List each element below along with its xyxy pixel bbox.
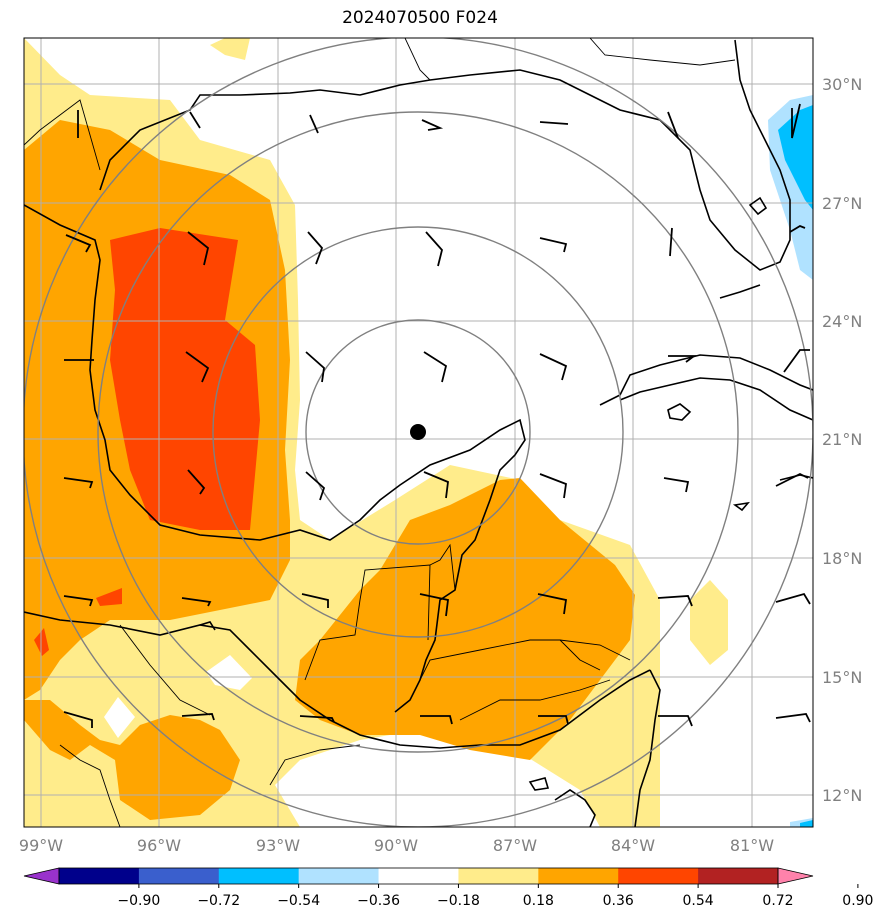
lat-axis: 30°N 27°N 24°N 21°N 18°N 15°N 12°N <box>822 75 862 805</box>
colorbar-swatch <box>298 868 380 884</box>
wind-barb <box>299 715 335 723</box>
wind-barb <box>419 593 449 617</box>
colorbar-tick-label: 0.36 <box>603 893 634 909</box>
wind-barb <box>309 114 319 134</box>
wind-barb <box>789 224 806 233</box>
wind-barb <box>425 231 443 267</box>
lat-tick-label: 15°N <box>822 668 862 687</box>
wind-barb <box>65 234 92 253</box>
country-borders <box>24 38 736 827</box>
colorbar-extend-high <box>777 867 814 885</box>
wind-barb <box>791 103 801 139</box>
wind-barb <box>301 593 329 608</box>
wind-barb <box>305 351 325 383</box>
colorbar-swatch <box>698 868 779 884</box>
wind-barb <box>421 119 444 131</box>
map-frame <box>23 37 814 828</box>
wind-barb <box>783 349 810 373</box>
lat-tick-label: 27°N <box>822 194 862 213</box>
range-ring <box>212 226 624 638</box>
map-title: 2024070500 F024 <box>342 8 498 28</box>
colorbar-swatch <box>458 868 539 884</box>
wind-barb <box>775 472 809 487</box>
wind-barb <box>187 231 210 266</box>
wind-barb <box>305 471 326 501</box>
range-rings <box>24 38 813 827</box>
wind-barbs <box>63 103 811 728</box>
lon-tick-label: 84°W <box>611 836 655 855</box>
wind-barb <box>420 715 453 725</box>
contour-mid-east <box>295 478 635 760</box>
lon-tick-label: 99°W <box>19 836 63 855</box>
contour-neg <box>778 105 813 210</box>
wind-barb <box>63 711 93 728</box>
colorbar-tick-label: 0.54 <box>683 893 714 909</box>
lon-tick-label: 87°W <box>493 836 537 855</box>
colorbar-outline <box>58 867 779 885</box>
wind-barb <box>539 237 568 253</box>
wind-barb <box>307 231 324 265</box>
colorbar-tick-label: −0.18 <box>437 893 480 909</box>
wind-barb <box>539 353 568 381</box>
colorbar-tick-label: −0.72 <box>197 893 240 909</box>
colorbar-tick-label: 0.90 <box>842 893 873 909</box>
wind-barb <box>185 351 210 383</box>
lat-tick-label: 21°N <box>822 430 862 449</box>
lat-tick-label: 30°N <box>822 75 862 94</box>
lon-tick-label: 93°W <box>256 836 300 855</box>
wind-barb <box>189 111 201 129</box>
wind-barb <box>667 111 679 139</box>
wind-barb <box>539 121 569 125</box>
wind-barb <box>63 477 94 489</box>
range-ring <box>97 111 739 753</box>
lon-tick-label: 96°W <box>137 836 181 855</box>
lon-tick-label: 90°W <box>374 836 418 855</box>
wind-barb <box>668 355 697 363</box>
colorbar-extend-low <box>23 867 60 885</box>
colorbar-swatch <box>138 868 220 884</box>
colorbar-tick-label: 0.72 <box>762 893 793 909</box>
lat-tick-label: 18°N <box>822 549 862 568</box>
colorbar-tick-label: −0.36 <box>357 893 400 909</box>
wind-barb <box>538 715 569 725</box>
range-ring <box>305 319 531 545</box>
lon-tick-label: 81°W <box>730 836 774 855</box>
colorbar-tick-label: −0.54 <box>277 893 320 909</box>
wind-barb <box>669 227 673 257</box>
wind-barb <box>537 593 568 615</box>
wind-barb <box>658 715 693 727</box>
wind-barb <box>181 597 212 607</box>
colorbar-swatch <box>538 868 619 884</box>
lon-axis: 99°W 96°W 93°W 90°W 87°W 84°W 81°W <box>19 836 774 855</box>
coastlines <box>24 39 813 827</box>
storm-center-marker <box>410 424 426 440</box>
colorbar-tick-label: 0.18 <box>523 893 554 909</box>
wind-barb <box>775 713 811 723</box>
wind-barb <box>423 351 448 383</box>
colorbar-tick-label: −0.90 <box>117 893 160 909</box>
colorbar-swatch <box>218 868 300 884</box>
lat-tick-label: 24°N <box>822 312 862 331</box>
contour-light-east <box>690 580 728 665</box>
wind-barb <box>423 471 449 499</box>
colorbar-swatch <box>378 868 459 884</box>
wind-barb <box>657 595 693 607</box>
contour-high <box>110 228 260 530</box>
lat-tick-label: 12°N <box>822 786 862 805</box>
wind-barb <box>663 477 690 493</box>
wind-barb <box>187 469 206 495</box>
colorbar-swatch <box>618 868 699 884</box>
wind-barb <box>775 592 811 605</box>
wind-barb <box>63 595 94 607</box>
colorbar-swatch <box>59 868 140 884</box>
colorbar: −0.90 −0.72 −0.54 −0.36 −0.18 0.18 0.36 0.54 0.7… <box>23 867 873 909</box>
graticule <box>24 38 813 827</box>
wind-barb <box>181 713 215 721</box>
wind-barb <box>539 473 567 499</box>
